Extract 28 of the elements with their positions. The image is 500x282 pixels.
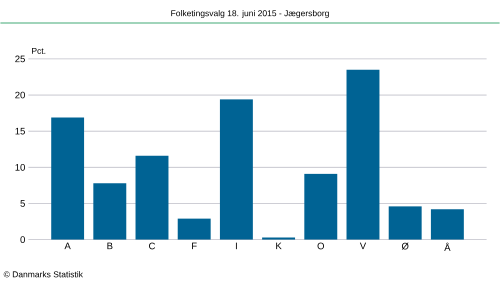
- bar: [220, 100, 253, 240]
- x-tick-label: Ø: [402, 242, 409, 250]
- x-tick-label: I: [236, 242, 237, 250]
- x-tick-label: O: [318, 242, 324, 250]
- bar: [51, 118, 84, 240]
- bar: [430, 209, 464, 240]
- y-tick-label: 20: [15, 92, 25, 99]
- y-tick-label: 25: [15, 56, 25, 62]
- x-tick-label: C: [149, 242, 156, 250]
- y-tick-label: 10: [16, 164, 25, 171]
- y-tick-label: 5: [20, 200, 25, 207]
- y-tick-label: 15: [16, 128, 25, 135]
- x-tick-label: V: [360, 242, 366, 250]
- bar: [178, 218, 211, 240]
- x-tick-label: Å: [444, 242, 451, 252]
- bar: [136, 156, 168, 240]
- y-tick-label: 0: [20, 236, 25, 244]
- x-tick-label: A: [64, 242, 71, 250]
- x-tick-label: K: [276, 242, 282, 250]
- y-axis-title: Pct.: [32, 48, 46, 54]
- text: © Danmarks Statistik: [4, 271, 83, 278]
- bar: [93, 183, 126, 240]
- x-tick-label: F: [192, 242, 197, 250]
- bar: [304, 174, 338, 240]
- chart-title: Folketingsvalg 18. juni 2015 - Jægersborg: [171, 10, 329, 18]
- bar: [388, 206, 422, 240]
- x-tick-label: B: [107, 242, 112, 250]
- bar: [346, 70, 380, 240]
